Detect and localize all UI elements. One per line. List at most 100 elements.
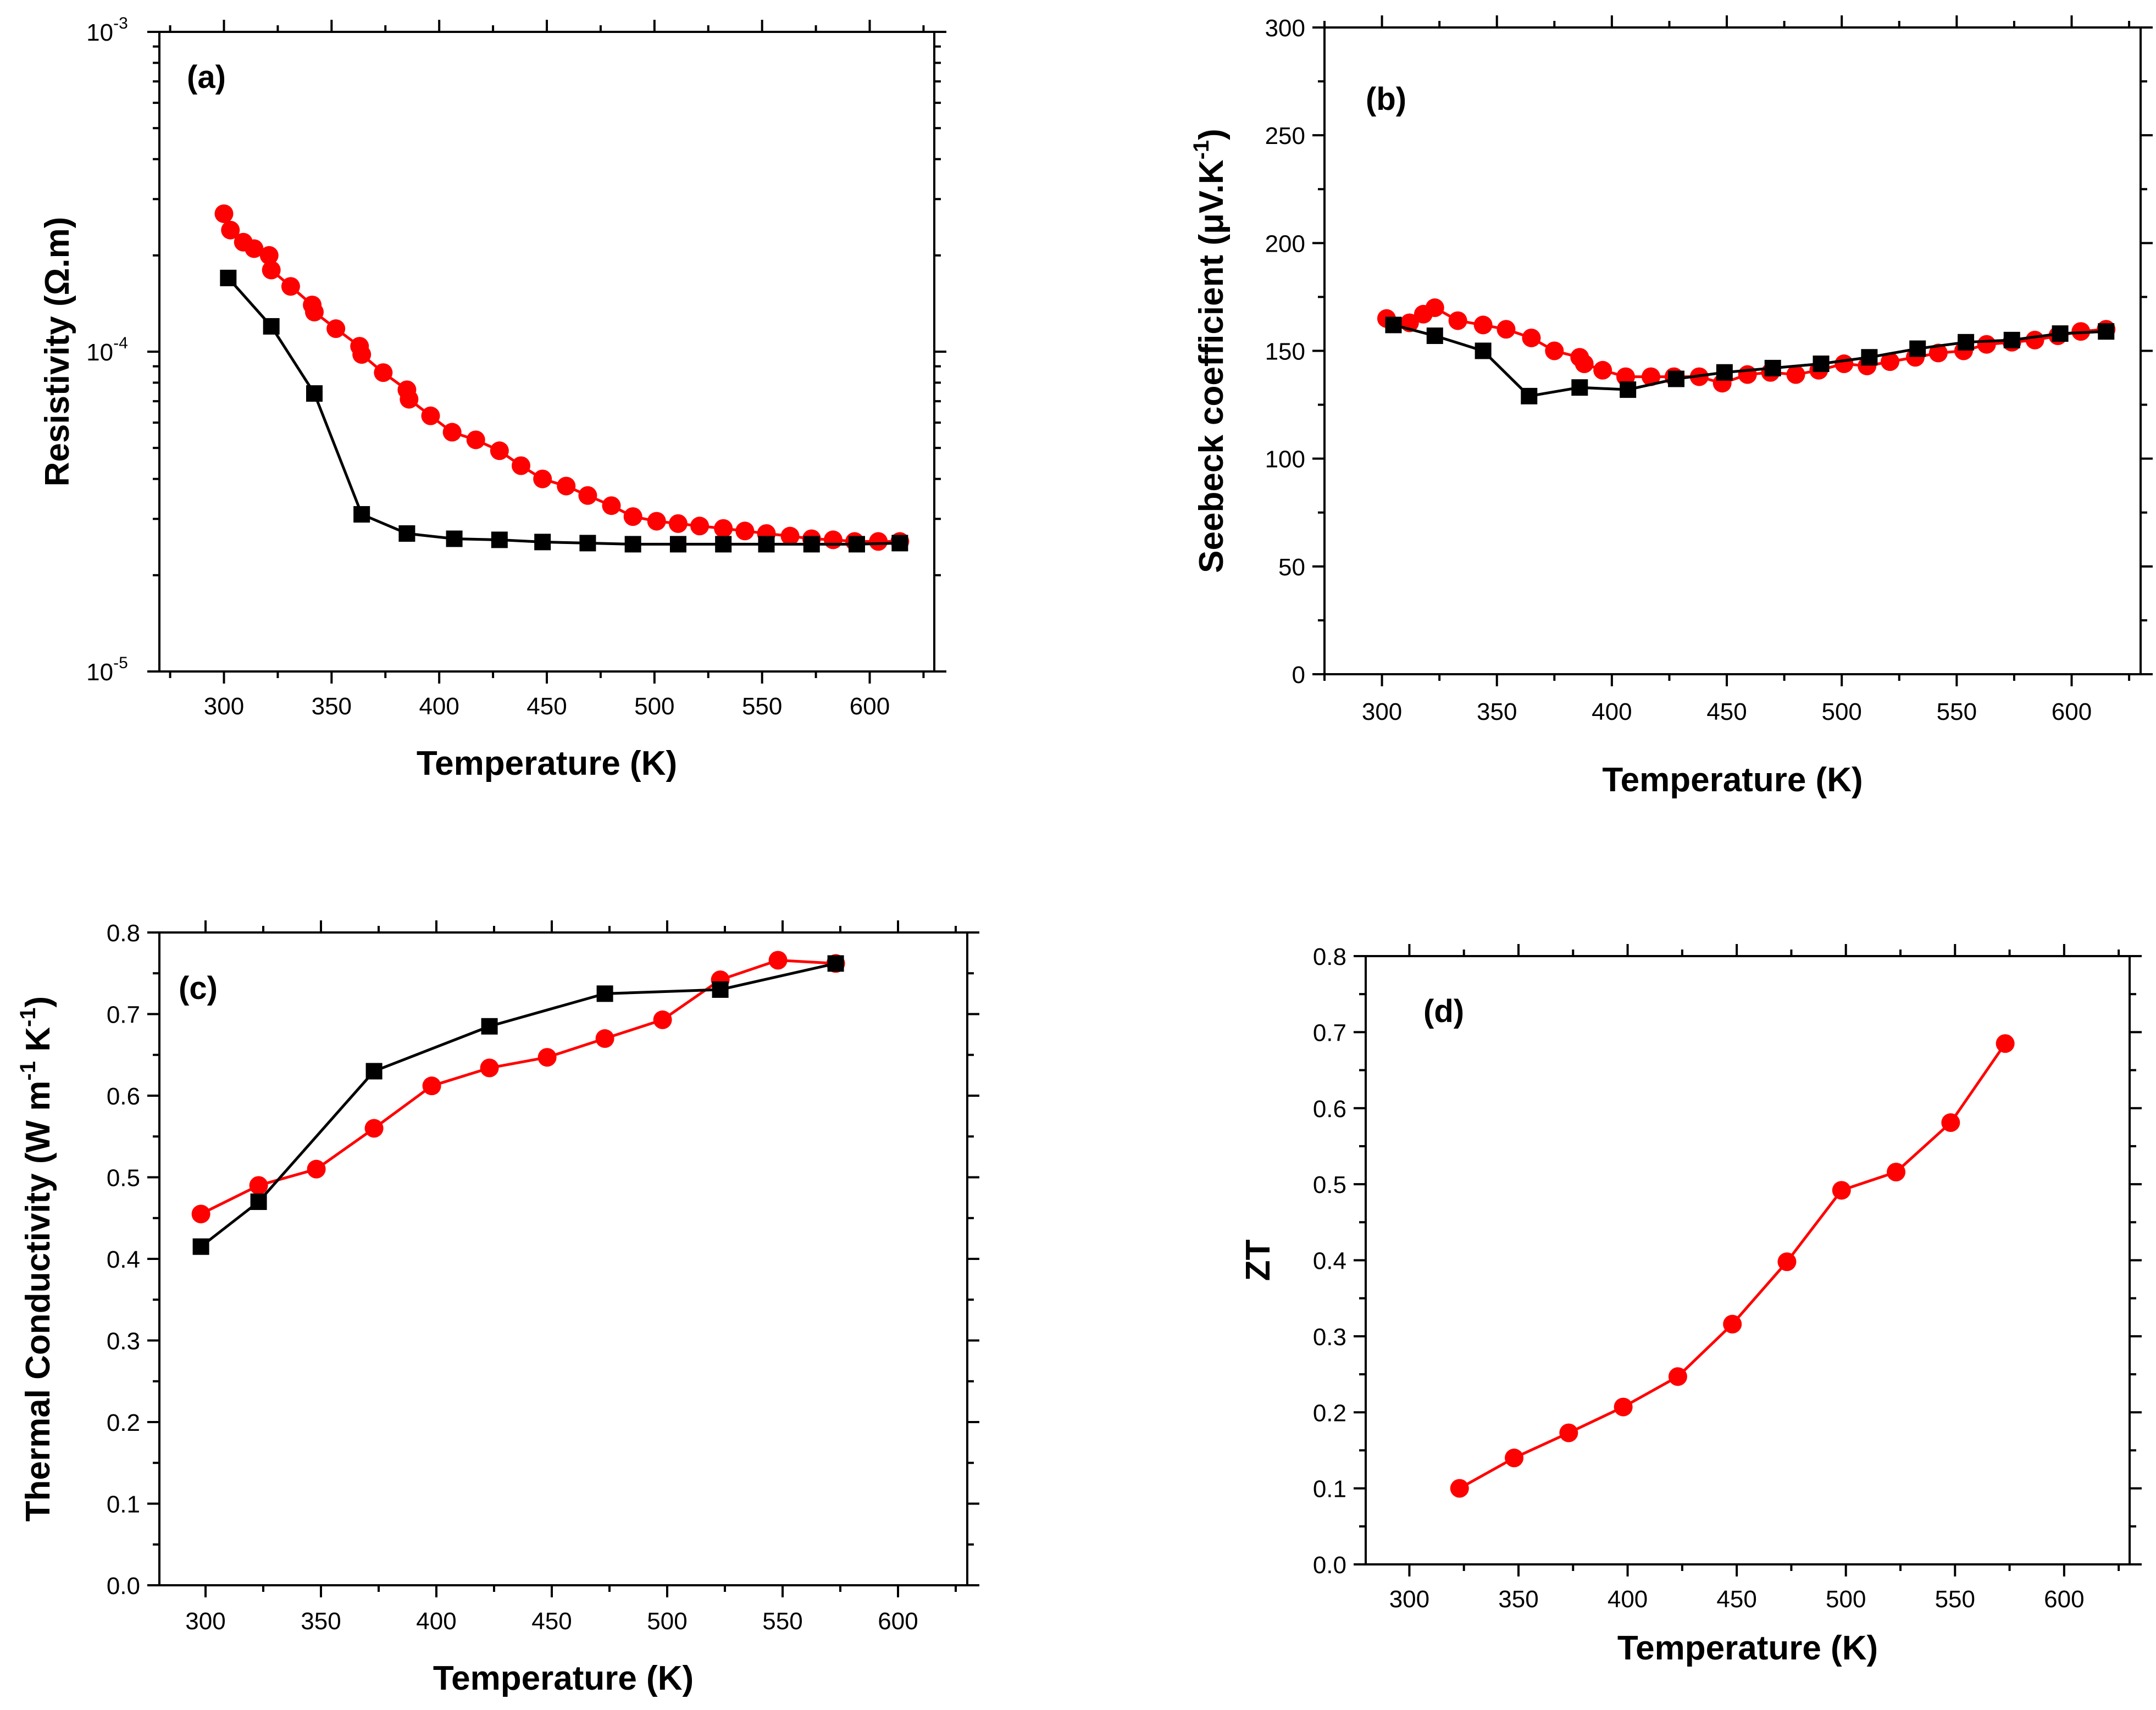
y-tick-label: 0.5 <box>107 1165 140 1192</box>
data-point-circle <box>768 951 788 970</box>
data-point-square <box>220 269 237 286</box>
data-point-square <box>1521 387 1538 404</box>
data-point-square <box>891 535 908 552</box>
y-tick-label: 10-4 <box>86 334 128 366</box>
data-point-circle <box>422 1076 441 1096</box>
y-axis-title: Thermal Conductivity (W m-1 K-1) <box>16 996 57 1522</box>
x-tick-label: 450 <box>526 693 567 720</box>
x-tick-label: 300 <box>185 1608 225 1635</box>
data-point-square <box>2098 323 2115 340</box>
data-point-square <box>491 531 508 548</box>
plot-frame <box>158 31 935 673</box>
data-point-circle <box>262 260 281 280</box>
panel-label: (c) <box>179 970 218 1006</box>
y-tick-label: 0.6 <box>1313 1096 1346 1123</box>
y-tick-label: 0.5 <box>1313 1172 1346 1198</box>
data-point-circle <box>1616 367 1635 386</box>
x-tick-label: 550 <box>762 1608 802 1635</box>
x-tick-label: 300 <box>1362 698 1402 725</box>
data-point-circle <box>364 1119 384 1138</box>
x-tick-label: 500 <box>1821 698 1861 725</box>
data-point-circle <box>221 220 240 240</box>
y-tick-label: 200 <box>1265 230 1305 257</box>
data-point-circle <box>623 507 642 526</box>
data-point-square <box>712 981 729 998</box>
y-tick-label: 0.8 <box>107 920 140 947</box>
y-axis-title: Resistivity (Ω.m) <box>38 217 76 487</box>
data-point-circle <box>1832 1181 1851 1200</box>
data-point-circle <box>1575 354 1594 374</box>
data-point-circle <box>1559 1423 1578 1442</box>
data-point-circle <box>1425 298 1444 318</box>
x-tick-label: 550 <box>742 693 782 720</box>
data-point-square <box>481 1018 498 1035</box>
data-point-square <box>398 525 415 542</box>
x-tick-label: 400 <box>1592 698 1632 725</box>
data-point-circle <box>714 519 733 538</box>
data-point-square <box>1668 370 1685 387</box>
data-point-circle <box>1522 328 1541 347</box>
data-point-circle <box>191 1204 210 1224</box>
series-line-red-circles <box>1459 1042 2007 1490</box>
data-point-square <box>1716 364 1733 381</box>
y-tick-label: 300 <box>1265 15 1305 42</box>
chart-panel-d: 300 350 400 450 500 550 600 0.0 0.1 0.2 0.3 0.4 0.5 0… <box>1239 943 2142 1667</box>
panel-label: (d) <box>1423 993 1464 1029</box>
y-tick-label: 0.7 <box>1313 1019 1346 1046</box>
data-point-circle <box>869 532 888 551</box>
data-point-circle <box>1614 1397 1633 1417</box>
data-point-circle <box>578 486 597 505</box>
x-tick-label: 550 <box>1937 698 1977 725</box>
data-point-square <box>353 506 370 523</box>
data-point-square <box>306 385 323 402</box>
data-point-square <box>849 536 865 553</box>
x-tick-label: 600 <box>878 1608 918 1635</box>
data-point-square <box>596 985 613 1002</box>
data-point-square <box>1620 381 1637 398</box>
data-point-circle <box>326 319 346 338</box>
data-point-square <box>1861 349 1878 366</box>
data-point-circle <box>1977 335 1996 354</box>
x-axis-title: Temperature (K) <box>433 1659 694 1697</box>
data-point-circle <box>647 512 666 531</box>
y-tick-label: 0.0 <box>1313 1552 1346 1579</box>
data-point-circle <box>1505 1448 1524 1468</box>
data-point-square <box>446 530 463 547</box>
y-tick-label: 0.2 <box>107 1409 140 1436</box>
data-point-circle <box>1834 354 1854 374</box>
series-line-red-circles <box>200 958 836 1215</box>
data-point-square <box>758 536 775 553</box>
chart-panel-b: 300 350 400 450 500 550 600 0 50 100 150 200 250 300 T… <box>1189 15 2153 799</box>
data-point-circle <box>1777 1252 1797 1272</box>
data-point-square <box>2052 325 2069 342</box>
series-line-black-squares <box>227 277 900 546</box>
x-axis-title: Temperature (K) <box>417 745 677 782</box>
y-tick-label: 250 <box>1265 123 1305 149</box>
y-axis-title: Seebeck coefficient (μV.K-1) <box>1189 129 1231 573</box>
data-point-square <box>1385 317 1402 334</box>
data-point-circle <box>1887 1162 1906 1181</box>
data-point-circle <box>1450 1479 1469 1498</box>
data-point-square <box>1426 327 1443 345</box>
data-point-circle <box>1941 1113 1960 1132</box>
data-point-square <box>1813 356 1830 373</box>
x-axis-title: Temperature (K) <box>1617 1629 1878 1667</box>
data-point-square <box>1764 359 1781 376</box>
plot-frame <box>1323 26 2142 675</box>
y-tick-label: 100 <box>1265 446 1305 473</box>
data-point-circle <box>512 456 530 475</box>
y-tick-label: 10-3 <box>86 14 128 46</box>
data-point-circle <box>480 1058 499 1078</box>
series-line-black-squares <box>1393 324 2107 398</box>
data-point-circle <box>1545 341 1564 360</box>
x-tick-label: 600 <box>2044 1586 2084 1613</box>
data-point-square <box>1958 334 1975 351</box>
data-point-square <box>669 536 686 553</box>
y-tick-label: 150 <box>1265 338 1305 365</box>
data-point-circle <box>557 476 576 496</box>
data-point-square <box>534 534 551 551</box>
x-tick-label: 350 <box>312 693 352 720</box>
data-point-circle <box>466 430 485 449</box>
data-point-circle <box>537 1048 557 1067</box>
y-tick-label: 0.2 <box>1313 1400 1346 1426</box>
